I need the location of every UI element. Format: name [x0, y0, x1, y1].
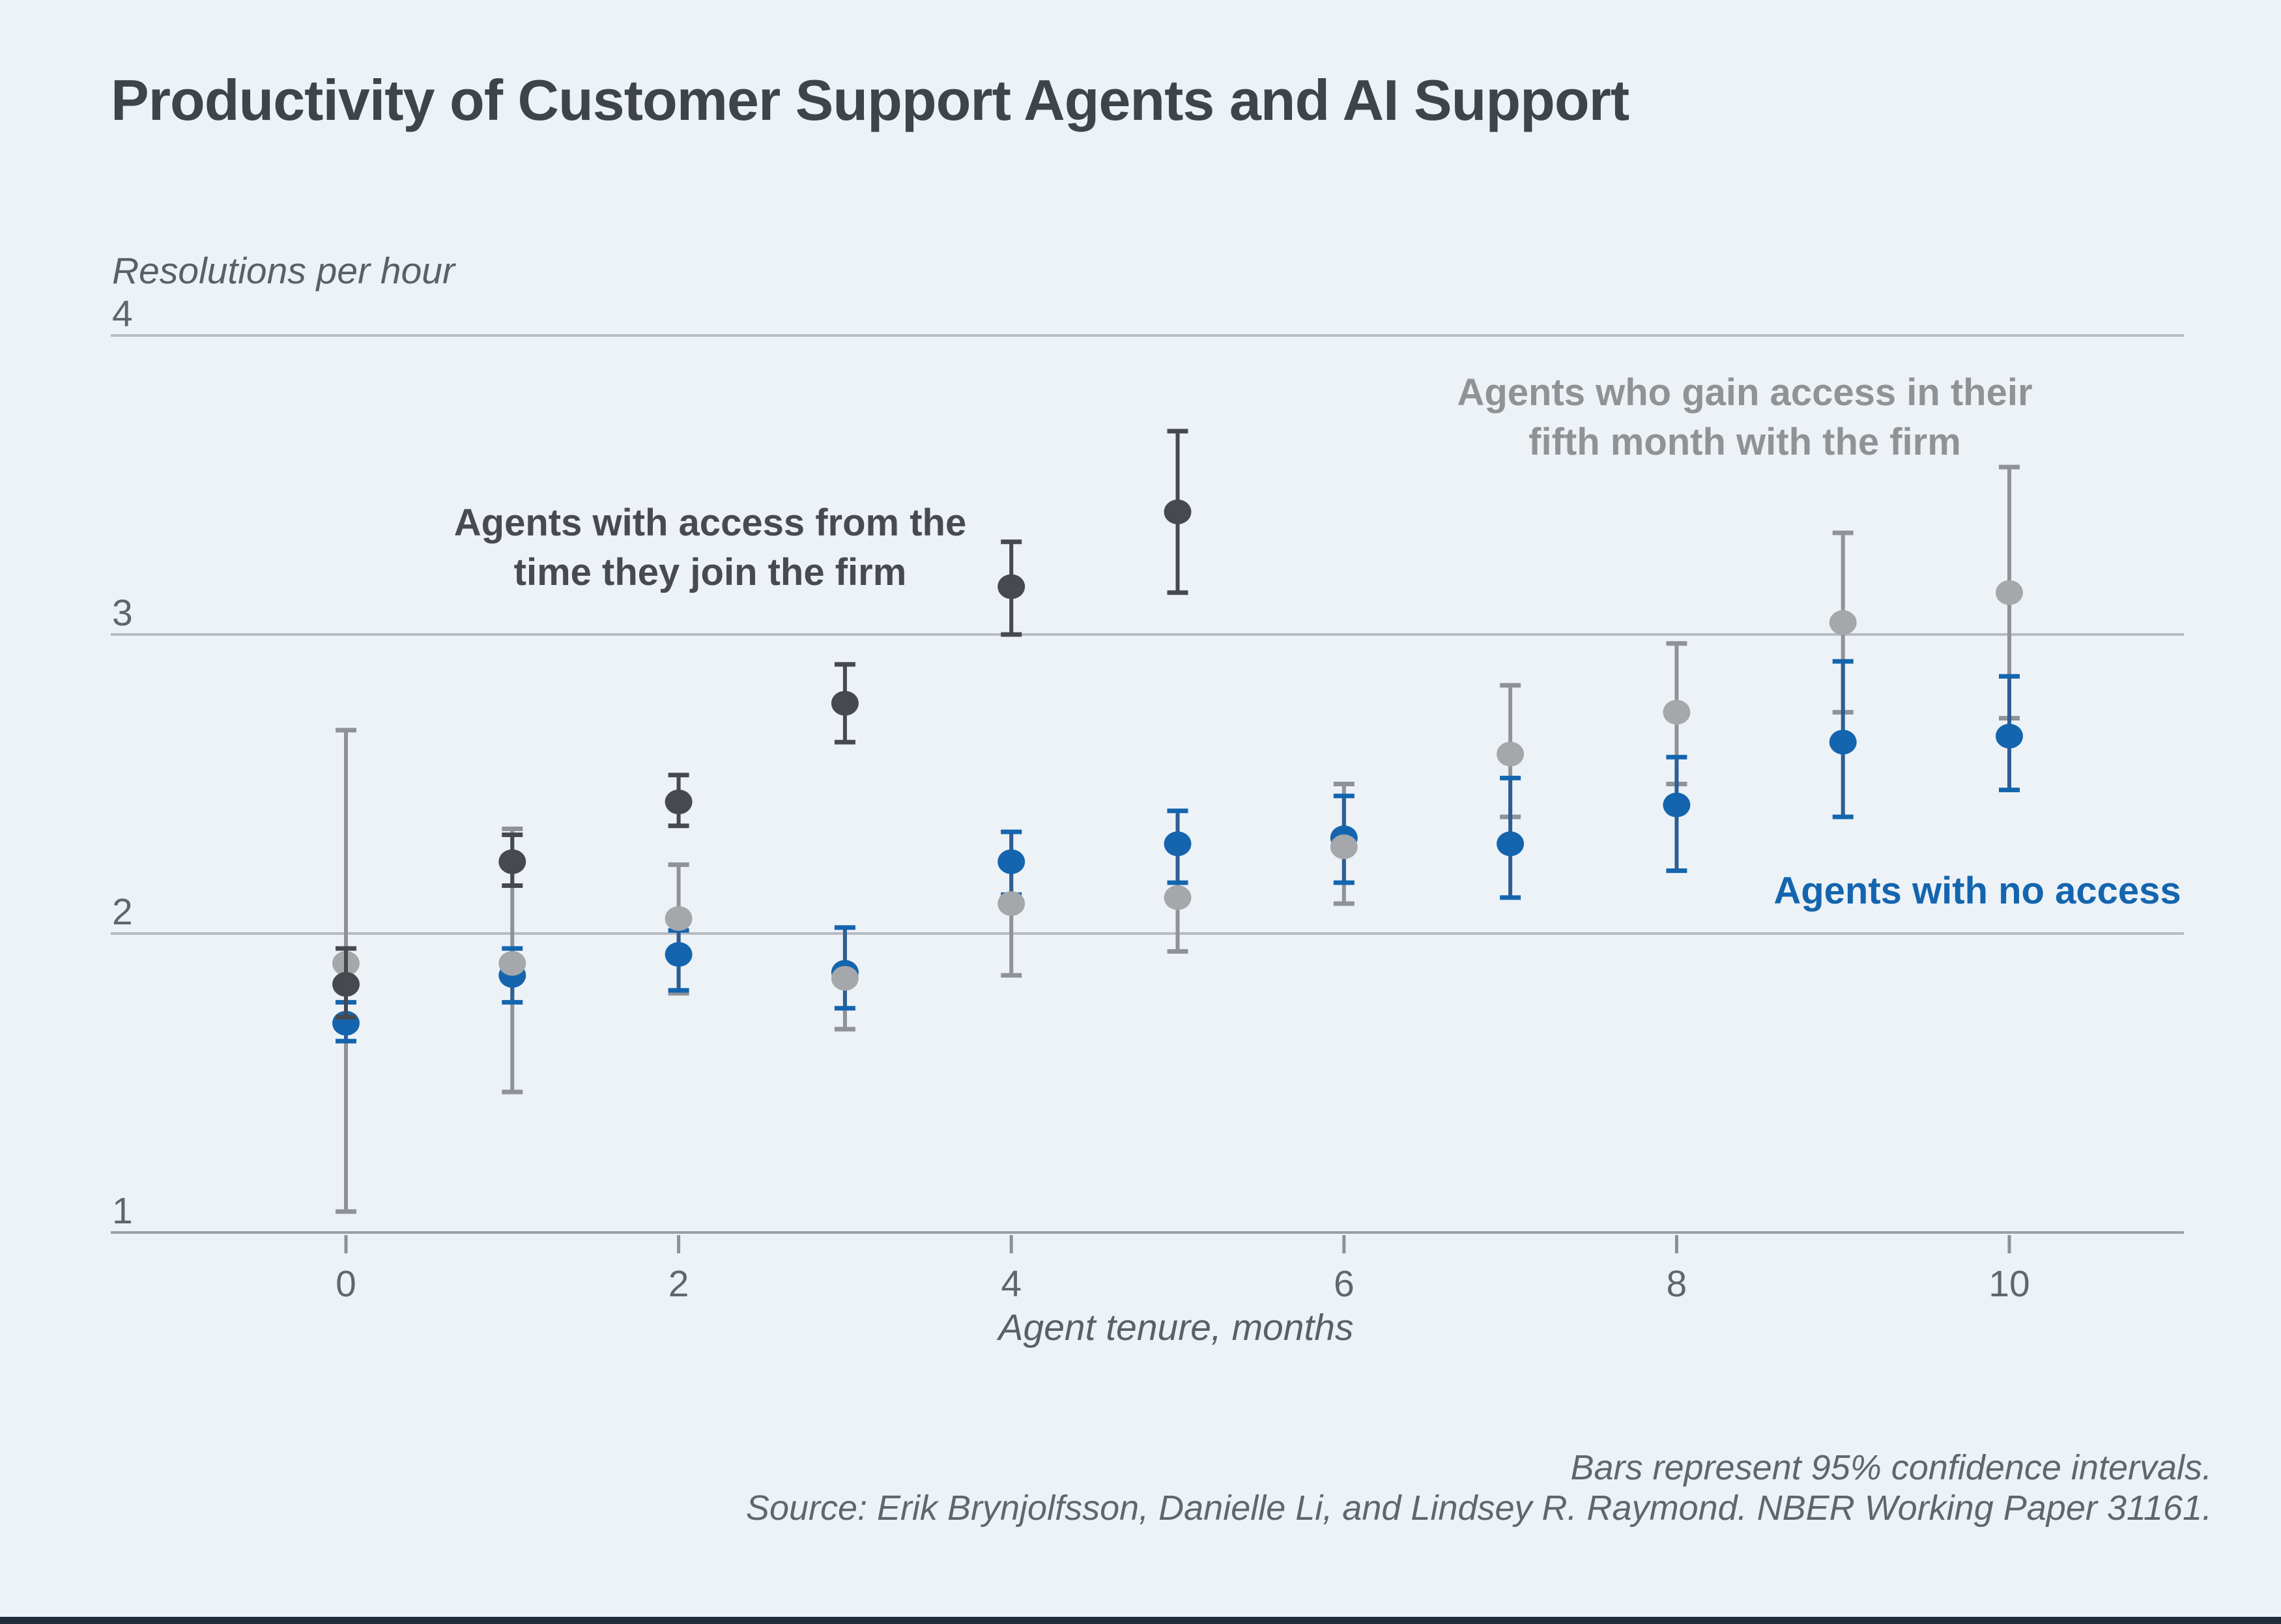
- annotation-access-fifth-month: Agents who gain access in their fifth mo…: [1457, 368, 2032, 467]
- y-tick-label-2: 2: [112, 891, 133, 933]
- footer-note: Bars represent 95% confidence intervals.: [1570, 1448, 2212, 1487]
- x-tick-label-6: 6: [1334, 1263, 1355, 1305]
- y-tick-label-3: 3: [112, 592, 133, 634]
- y-tick-label-1: 1: [112, 1190, 133, 1232]
- data-point-access-from-start-m3: [831, 691, 859, 716]
- annotation-access-fifth-month-line2: fifth month with the firm: [1528, 421, 1961, 463]
- y-tick-label-4: 4: [112, 293, 133, 335]
- data-point-no-access-m5: [1164, 831, 1192, 857]
- data-point-access-from-start-m0: [332, 972, 360, 997]
- data-point-gain-access-fifth-month-m1: [498, 950, 526, 976]
- annotation-access-from-start: Agents with access from the time they jo…: [454, 498, 966, 597]
- footer: Bars represent 95% confidence intervals.…: [518, 1447, 2212, 1528]
- data-point-no-access-m7: [1497, 831, 1525, 857]
- bottom-accent-bar: [0, 1617, 2281, 1624]
- footer-source: Source: Erik Brynjolfsson, Danielle Li, …: [745, 1489, 2212, 1528]
- data-point-gain-access-fifth-month-m10: [1996, 580, 2023, 605]
- data-point-no-access-m8: [1663, 792, 1691, 818]
- y-axis-title: Resolutions per hour: [112, 250, 455, 292]
- data-point-access-from-start-m5: [1164, 499, 1192, 524]
- x-tick-label-0: 0: [336, 1263, 356, 1305]
- x-tick-label-10: 10: [1988, 1263, 2030, 1305]
- x-tick-label-2: 2: [668, 1263, 689, 1305]
- data-point-no-access-m4: [997, 849, 1026, 874]
- data-point-gain-access-fifth-month-m5: [1164, 885, 1192, 910]
- data-point-no-access-m9: [1829, 730, 1857, 755]
- data-point-no-access-m2: [665, 942, 693, 967]
- annotation-no-access: Agents with no access: [1773, 866, 2181, 916]
- data-point-gain-access-fifth-month-m7: [1497, 741, 1525, 767]
- data-point-gain-access-fifth-month-m2: [665, 906, 693, 932]
- data-point-access-from-start-m4: [997, 574, 1026, 599]
- data-point-gain-access-fifth-month-m4: [997, 891, 1026, 917]
- annotation-no-access-label: Agents with no access: [1773, 870, 2181, 912]
- x-tick-label-8: 8: [1667, 1263, 1687, 1305]
- data-point-gain-access-fifth-month-m9: [1829, 610, 1857, 635]
- x-tick-label-4: 4: [1001, 1263, 1022, 1305]
- data-point-access-from-start-m2: [665, 790, 693, 815]
- x-axis-title: Agent tenure, months: [998, 1307, 1354, 1348]
- data-point-no-access-m10: [1996, 724, 2023, 749]
- annotation-access-from-start-line2: time they join the firm: [513, 551, 907, 593]
- data-point-gain-access-fifth-month-m8: [1663, 700, 1691, 725]
- annotation-access-fifth-month-line1: Agents who gain access in their: [1457, 371, 2033, 414]
- page-title: Productivity of Customer Support Agents …: [111, 68, 1629, 132]
- data-point-gain-access-fifth-month-m6: [1330, 834, 1358, 859]
- annotation-access-from-start-line1: Agents with access from the: [453, 502, 967, 544]
- data-point-access-from-start-m1: [498, 849, 526, 874]
- data-point-gain-access-fifth-month-m3: [831, 965, 859, 991]
